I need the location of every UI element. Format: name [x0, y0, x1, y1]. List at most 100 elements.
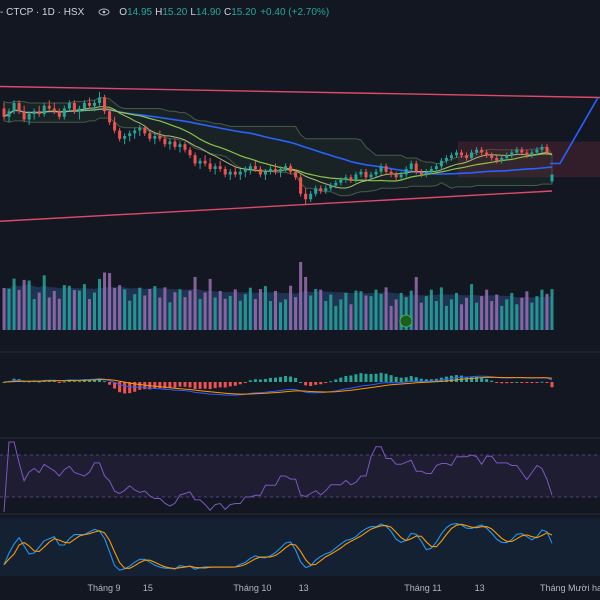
volume-bar	[339, 299, 343, 330]
candle-body	[158, 136, 162, 139]
candle-body	[62, 108, 66, 117]
volume-bar	[77, 290, 81, 330]
volume-bar	[32, 299, 36, 330]
candle-body	[424, 171, 428, 175]
candle-body	[495, 158, 499, 161]
candle-body	[123, 136, 127, 139]
macd-histogram-bar	[223, 382, 227, 388]
candle-body	[128, 133, 132, 136]
volume-bar	[2, 288, 6, 330]
macd-histogram-bar	[173, 382, 177, 388]
macd-histogram-bar	[108, 382, 112, 385]
macd-histogram-bar	[379, 372, 383, 382]
macd-histogram-bar	[349, 375, 353, 382]
candle-body	[138, 127, 142, 131]
high-value: 15.20	[162, 6, 188, 18]
volume-bar	[404, 297, 408, 330]
volume-bar	[263, 286, 267, 330]
volume-bar	[354, 290, 358, 330]
change-value: +0.40 (+2.70%)	[260, 6, 330, 18]
candle-body	[535, 149, 539, 153]
macd-histogram-bar	[123, 382, 127, 394]
volume-ma-area	[4, 284, 552, 330]
candle-body	[470, 152, 474, 158]
candle-body	[520, 149, 524, 153]
x-tick-label: Tháng 10	[233, 583, 272, 593]
macd-histogram-bar	[37, 381, 41, 383]
macd-histogram-bar	[98, 378, 102, 382]
volume-bar	[138, 287, 142, 330]
volume-bar	[72, 289, 76, 330]
candle-body	[505, 155, 509, 158]
macd-histogram-bar	[72, 380, 76, 382]
volume-bar	[439, 287, 443, 330]
volume-bar	[163, 287, 167, 330]
volume-bar	[515, 304, 519, 330]
macd-histogram-bar	[404, 377, 408, 382]
candle-body	[485, 152, 489, 156]
candle-body	[92, 103, 97, 106]
macd-histogram-bar	[454, 375, 458, 382]
macd-histogram-bar	[470, 376, 474, 382]
candle-body	[163, 138, 167, 145]
candle-body	[243, 169, 247, 172]
candle-body	[233, 171, 237, 175]
volume-bar	[108, 273, 112, 330]
macd-histogram-bar	[354, 374, 358, 382]
close-value: 15.20	[231, 6, 257, 18]
candle-body	[82, 103, 86, 109]
volume-bar	[183, 297, 187, 330]
symbol-title[interactable]: - CTCP · 1D · HSX	[0, 6, 85, 18]
volume-bar	[42, 275, 46, 330]
candle-body	[364, 171, 368, 178]
volume-bar	[419, 302, 423, 330]
candle-body	[480, 149, 484, 153]
macd-histogram-bar	[263, 378, 267, 382]
candle-body	[118, 130, 122, 139]
candle-body	[228, 171, 232, 175]
macd-histogram-bar	[233, 382, 237, 386]
candle-body	[384, 166, 388, 172]
macd-histogram-bar	[67, 380, 71, 382]
macd-histogram-bar	[178, 382, 182, 387]
candle-body	[314, 188, 318, 194]
candle-body	[454, 152, 458, 156]
macd-histogram-bar	[374, 373, 378, 382]
macd-histogram-bar	[394, 376, 398, 382]
macd-histogram-bar	[153, 382, 157, 389]
candle-body	[203, 160, 207, 164]
candle-body	[253, 166, 257, 169]
macd-histogram-bar	[273, 377, 277, 382]
macd-histogram-bar	[188, 382, 192, 388]
macd-histogram-bar	[213, 382, 217, 389]
volume-bar	[213, 297, 217, 330]
macd-histogram-bar	[284, 375, 288, 382]
low-value: 14.90	[195, 6, 221, 18]
volume-bar	[459, 304, 464, 330]
volume-bar	[203, 292, 207, 330]
candle-body	[188, 149, 192, 156]
volume-bar	[238, 300, 242, 330]
macd-histogram-bar	[27, 381, 31, 383]
volume-bar	[389, 305, 393, 330]
macd-histogram-bar	[248, 380, 252, 382]
macd-histogram-bar	[203, 382, 207, 389]
macd-histogram-bar	[319, 382, 323, 385]
volume-bar	[384, 287, 388, 330]
volume-bar	[530, 302, 534, 330]
eye-icon[interactable]	[98, 6, 110, 18]
volume-bar	[299, 262, 303, 330]
macd-histogram-bar	[500, 382, 504, 384]
stoch-d-line	[3, 523, 553, 570]
macd-histogram-bar	[243, 382, 247, 383]
candle-body	[279, 169, 283, 172]
macd-histogram-bar	[384, 373, 388, 382]
macd-histogram-bar	[480, 377, 484, 382]
volume-bar	[7, 288, 11, 330]
ma-10-line	[3, 106, 553, 189]
volume-bar	[37, 292, 41, 330]
candle-body	[72, 103, 76, 112]
volume-bar	[520, 297, 524, 330]
macd-histogram-bar	[414, 377, 418, 382]
